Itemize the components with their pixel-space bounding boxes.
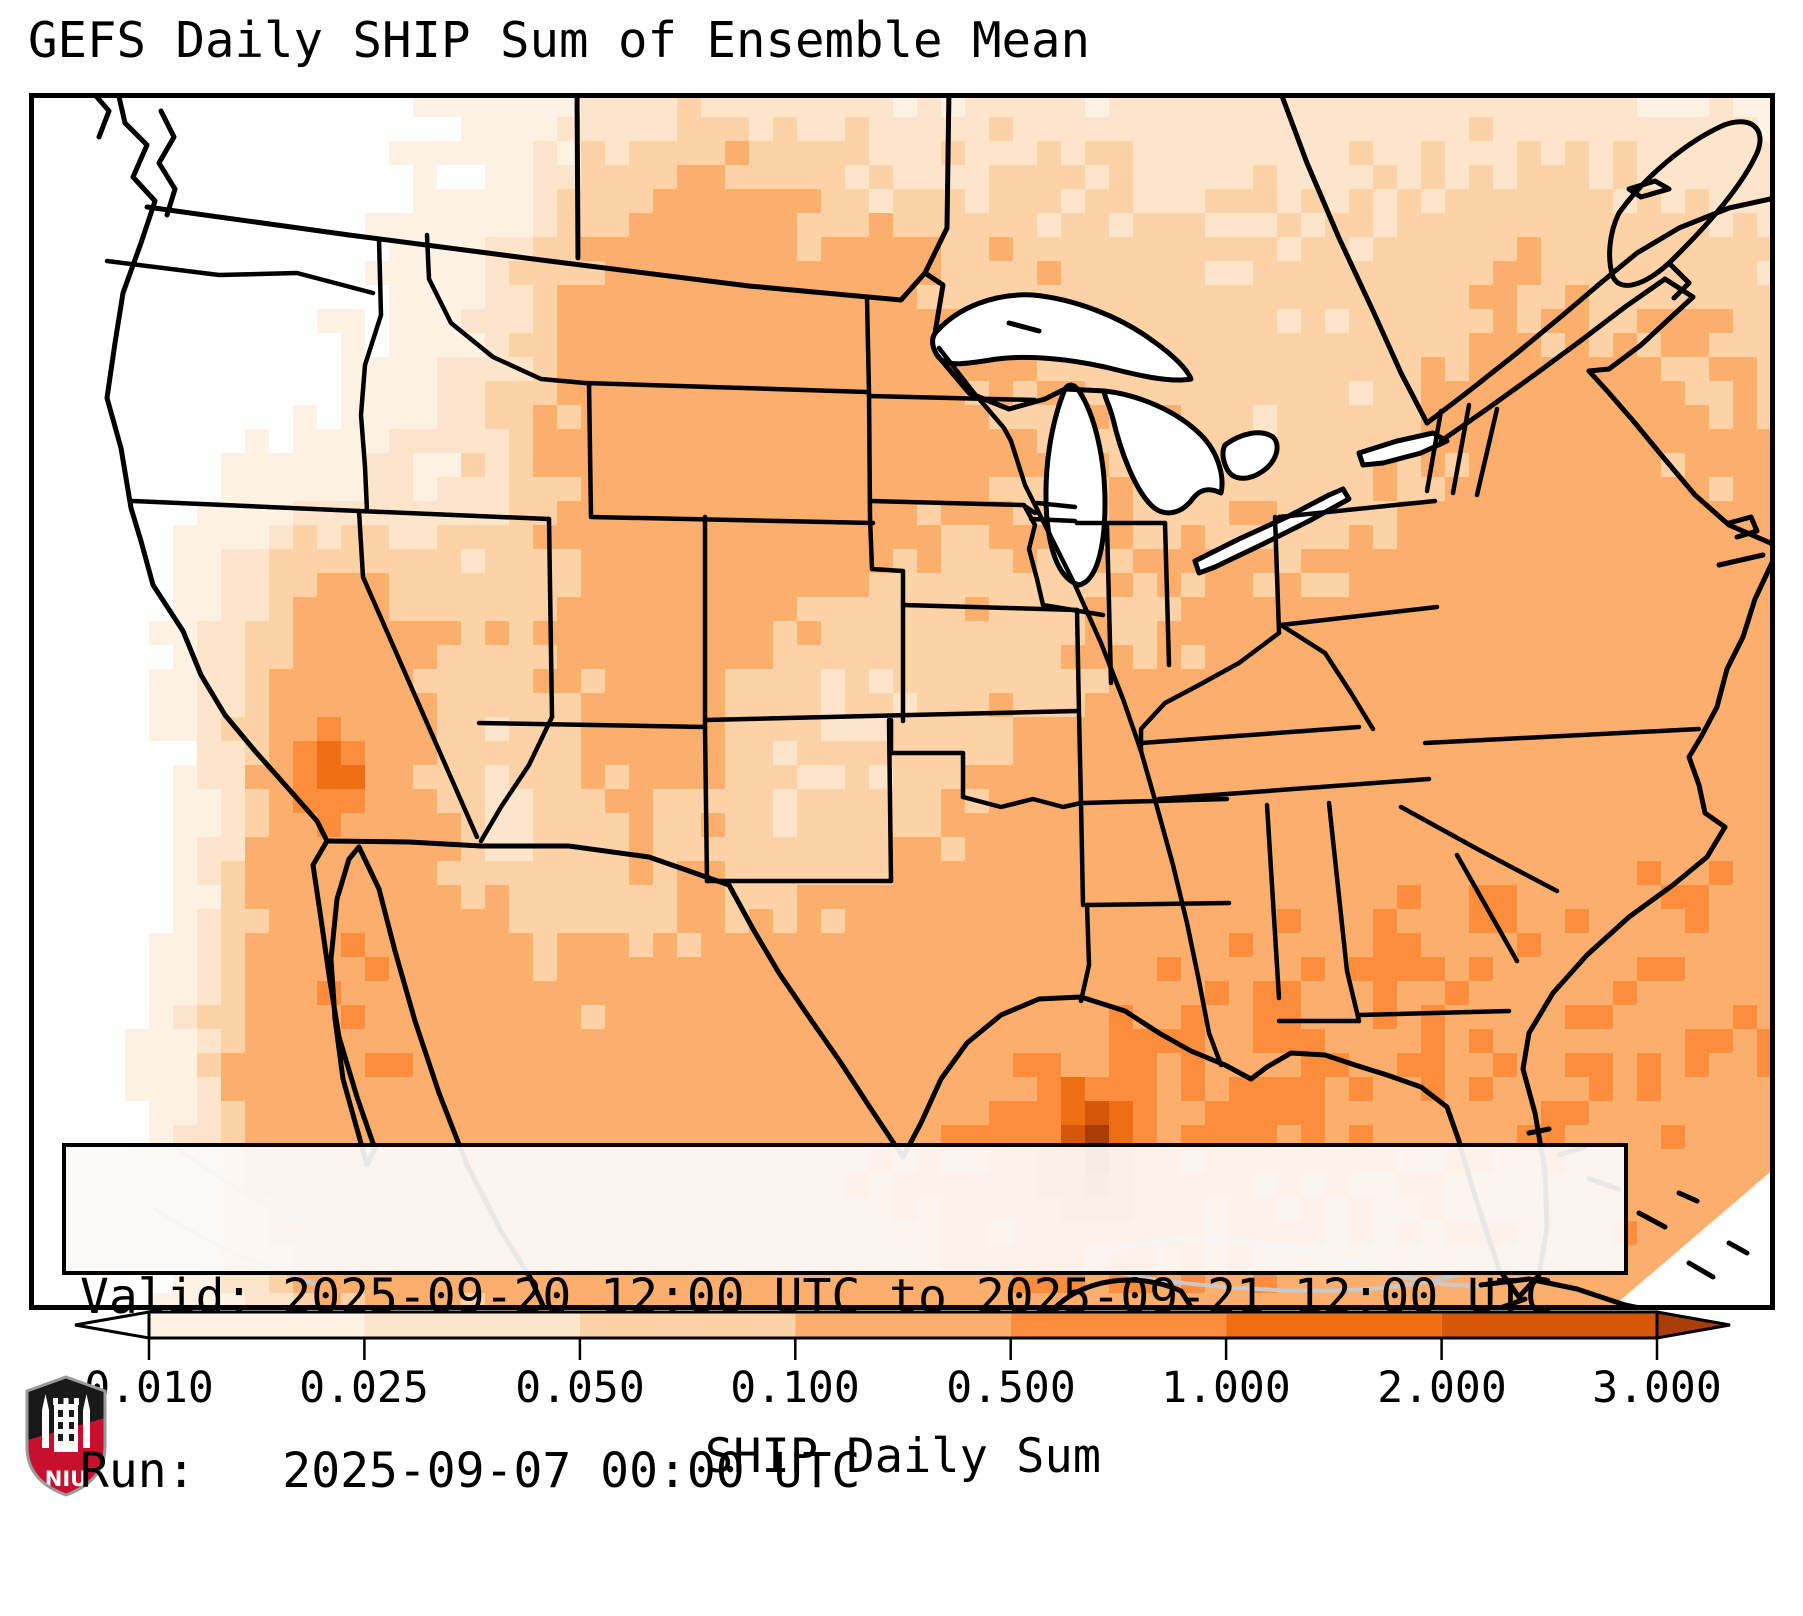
map-void-wedge	[1609, 1168, 1775, 1310]
niu-logo: NIU	[25, 1375, 107, 1497]
prince-edward-island	[1626, 178, 1672, 200]
colorbar-ticks	[147, 1338, 1659, 1360]
tick-label: 0.500	[946, 1363, 1076, 1413]
niu-shield-outline	[25, 1375, 107, 1497]
weather-figure: { "title": "GEFS Daily SHIP Sum of Ensem…	[0, 12, 1803, 1500]
tick-label: 2.000	[1377, 1363, 1507, 1413]
colorbar	[0, 1300, 1803, 1500]
lake-erie	[1192, 486, 1352, 576]
tick-label: 0.050	[515, 1363, 645, 1413]
tick-label: 0.025	[299, 1363, 429, 1413]
isle-royale	[1006, 320, 1042, 334]
colorbar-axis-label: SHIP Daily Sum	[704, 1429, 1102, 1484]
colorbar-outline	[147, 1310, 1659, 1340]
gulf-st-lawrence-shore	[1634, 195, 1775, 256]
st-lawrence-south-bank	[1438, 276, 1668, 444]
us-mexico-border	[324, 838, 906, 1160]
hispaniola-dashes	[1686, 1240, 1750, 1280]
colorbar-segments	[149, 1312, 1657, 1338]
yucatan-coast	[1050, 1277, 1196, 1310]
colorbar-svg	[74, 1310, 1731, 1360]
georgian-bay	[1220, 430, 1280, 481]
state-borders	[104, 232, 1702, 1068]
info-box: Valid: 2025-09-20 12:00 UTC to 2025-09-2…	[62, 1143, 1628, 1499]
pacific-coast	[104, 93, 330, 844]
long-island	[1716, 552, 1766, 568]
nova-scotia	[1607, 119, 1763, 301]
valid-time-text: Valid: 2025-09-20 12:00 UTC to 2025-09-2…	[80, 1269, 1554, 1325]
lake-huron	[1102, 388, 1225, 516]
manitoba-ontario-border	[922, 93, 952, 276]
canada-prairie-border	[574, 93, 581, 261]
cape-cod	[1726, 514, 1760, 540]
us-canada-border	[144, 204, 946, 336]
us-map: Valid: 2025-09-20 12:00 UTC to 2025-09-2…	[29, 93, 1775, 1499]
tick-label: 0.100	[730, 1363, 860, 1413]
ship-field-cells	[125, 93, 1775, 1310]
castle-icon	[42, 1394, 90, 1452]
ohio-river	[1138, 630, 1282, 754]
bay-of-fundy-coast	[1586, 276, 1696, 374]
map-canvas	[29, 93, 1775, 1310]
upper-peninsula-coast	[934, 352, 1108, 412]
map-frame	[29, 93, 1775, 1310]
tick-label: 1.000	[1161, 1363, 1291, 1413]
st-lawrence-north-bank	[1424, 250, 1640, 426]
run-time-text: Run: 2025-09-07 00:00 UTC	[80, 1443, 861, 1499]
tick-label: 3.000	[1592, 1363, 1722, 1413]
colorbar-over-arrow	[1655, 1310, 1731, 1340]
page-title: GEFS Daily SHIP Sum of Ensemble Mean	[28, 12, 1091, 69]
ontario-quebec-border	[1278, 93, 1430, 426]
